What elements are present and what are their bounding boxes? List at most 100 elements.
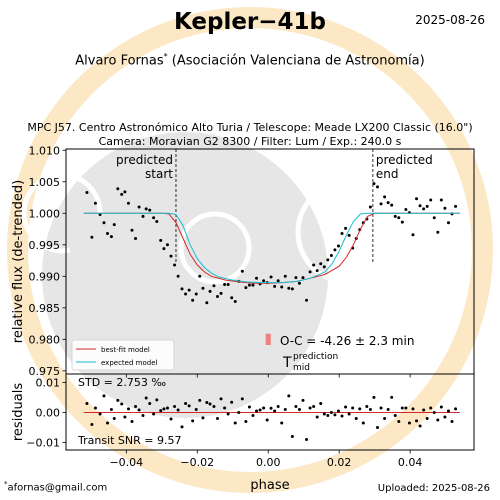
- residual-data-point: [130, 419, 134, 423]
- flux-data-point: [194, 292, 198, 296]
- residual-data-point: [368, 407, 372, 411]
- light-curve-ytick-label: 0.975: [29, 365, 61, 378]
- residual-data-point: [237, 410, 241, 414]
- residual-data-point: [255, 409, 259, 413]
- residual-data-point: [283, 407, 287, 411]
- residual-data-point: [340, 414, 344, 418]
- flux-data-point: [308, 270, 312, 274]
- flux-data-point: [198, 274, 202, 278]
- flux-data-point: [130, 228, 134, 232]
- residual-data-point: [262, 406, 266, 410]
- residual-data-point: [429, 406, 433, 410]
- residual-data-point: [301, 398, 305, 402]
- flux-data-point: [148, 208, 152, 212]
- residual-data-point: [144, 396, 148, 400]
- light-curve-panel: 0.975 0.980 0.985 0.990 0.995 1.000 1.005 1.010…: [11, 144, 475, 378]
- snr-text: Transit SNR = 9.57: [77, 434, 182, 447]
- flux-data-point: [439, 198, 443, 202]
- flux-data-point: [368, 205, 372, 209]
- residual-data-point: [344, 405, 348, 409]
- residuals-xtick-label: 0.02: [327, 456, 352, 469]
- flux-data-point: [443, 206, 447, 210]
- residual-data-point: [351, 406, 355, 410]
- flux-data-point: [262, 279, 266, 283]
- residual-data-point: [90, 422, 94, 426]
- flux-data-point: [283, 274, 287, 278]
- footer-email: *afornas@gmail.com: [4, 480, 107, 493]
- residual-data-point: [294, 404, 298, 408]
- flux-data-point: [226, 283, 230, 287]
- residual-data-point: [280, 421, 284, 425]
- residual-data-point: [287, 394, 291, 398]
- flux-data-point: [180, 287, 184, 291]
- flux-data-point: [269, 275, 273, 279]
- residual-data-point: [120, 402, 124, 406]
- flux-data-point: [162, 247, 166, 251]
- residual-data-point: [404, 406, 408, 410]
- residual-data-point: [358, 407, 362, 411]
- residual-data-point: [93, 406, 97, 410]
- predicted-end-label: predicted: [376, 153, 433, 167]
- predicted-start-label: start: [145, 167, 173, 181]
- residual-data-point: [375, 425, 379, 429]
- residual-data-point: [251, 413, 255, 417]
- flux-data-point: [390, 203, 394, 207]
- residual-data-point: [436, 418, 440, 422]
- oc-marker-bar: [265, 333, 271, 346]
- legend-box: [71, 339, 175, 371]
- residual-data-point: [194, 407, 198, 411]
- flux-data-point: [386, 201, 390, 205]
- residuals-xtick-label: −0.04: [109, 456, 143, 469]
- residual-data-point: [137, 408, 141, 412]
- flux-data-point: [155, 219, 159, 223]
- observatory-line: MPC J57. Centro Astronómico Alto Turia /…: [27, 121, 473, 134]
- chart-title: Kepler−41b: [173, 9, 327, 35]
- flux-data-point: [116, 187, 120, 191]
- light-curve-ytick-label: 1.000: [29, 207, 61, 220]
- residuals-xtick-label: 0.04: [398, 456, 423, 469]
- flux-data-point: [137, 205, 141, 209]
- residual-data-point: [215, 416, 219, 420]
- flux-data-point: [109, 235, 113, 239]
- residual-data-point: [152, 412, 156, 416]
- flux-data-point: [169, 254, 173, 258]
- residual-data-point: [297, 407, 301, 411]
- flux-data-point: [251, 283, 255, 287]
- residual-data-point: [109, 407, 113, 411]
- flux-data-point: [191, 298, 195, 302]
- light-curve-ytick-label: 1.005: [29, 176, 61, 189]
- flux-data-point: [322, 265, 326, 269]
- residual-data-point: [155, 398, 159, 402]
- flux-data-point: [144, 207, 148, 211]
- flux-data-point: [273, 284, 277, 288]
- flux-data-point: [422, 207, 426, 211]
- residual-data-point: [315, 415, 319, 419]
- flux-data-point: [176, 274, 180, 278]
- residual-data-point: [98, 412, 102, 416]
- residuals-xtick-label: −0.02: [180, 456, 214, 469]
- residual-data-point: [201, 416, 205, 420]
- watermark-letter-e: [21, 172, 103, 254]
- residual-data-point: [415, 419, 419, 423]
- flux-data-point: [90, 235, 94, 239]
- flux-data-point: [333, 248, 337, 252]
- light-curve-ytick-label: 0.995: [29, 239, 61, 252]
- tmid-symbol: T: [282, 355, 292, 371]
- residual-data-point: [319, 401, 323, 405]
- residuals-ytick-label: 0.01: [36, 376, 61, 389]
- residual-data-point: [443, 415, 447, 419]
- flux-data-point: [212, 284, 216, 288]
- residual-data-point: [112, 416, 116, 420]
- flux-data-point: [446, 221, 450, 225]
- residual-data-point: [308, 406, 312, 410]
- flux-data-point: [319, 262, 323, 266]
- residual-data-point: [219, 397, 223, 401]
- flux-data-point: [184, 292, 188, 296]
- residual-data-point: [407, 421, 411, 425]
- residual-data-point: [173, 404, 177, 408]
- residual-data-point: [400, 406, 404, 410]
- oc-text: O-C = -4.26 ± 2.3 min: [280, 334, 414, 348]
- flux-data-point: [123, 190, 127, 194]
- residual-data-point: [361, 421, 365, 425]
